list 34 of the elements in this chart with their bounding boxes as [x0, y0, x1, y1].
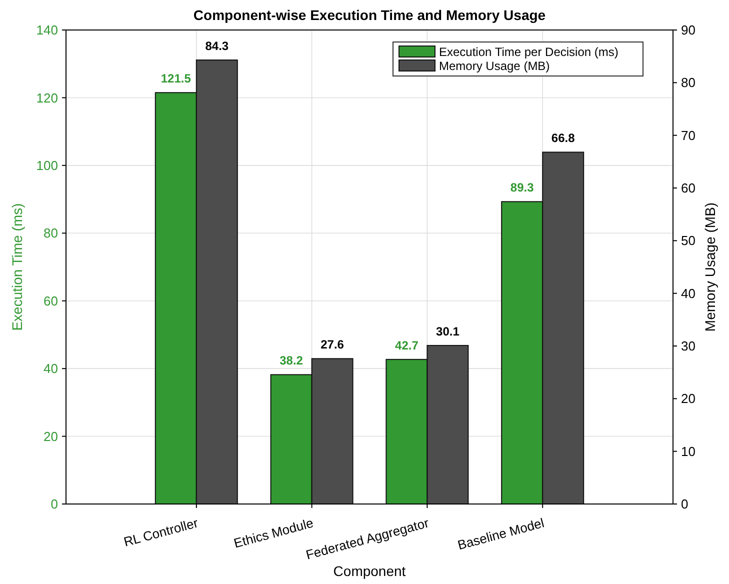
x-tick-label: Baseline Model [456, 515, 546, 553]
data-label: 30.1 [436, 324, 460, 338]
data-label: 84.3 [205, 39, 229, 54]
data-label: 42.7 [395, 338, 419, 352]
data-label: 27.6 [320, 338, 344, 352]
legend-label: Memory Usage (MB) [439, 59, 550, 74]
legend-label: Execution Time per Decision (ms) [439, 45, 618, 60]
y-tick-label: 40 [44, 361, 58, 376]
y-tick-label: 0 [50, 496, 58, 512]
y2-tick-label: 20 [681, 391, 696, 406]
y2-axis-title: Memory Usage (MB) [702, 202, 718, 332]
y2-tick-label: 80 [681, 75, 696, 90]
y2-tick-label: 40 [681, 286, 696, 301]
y2-tick-label: 90 [681, 22, 696, 38]
chart-title: Component-wise Execution Time and Memory Usage [193, 7, 546, 23]
y2-tick-label: 70 [681, 128, 696, 143]
data-label: 89.3 [510, 180, 534, 195]
y-tick-label: 80 [44, 226, 58, 241]
data-label: 66.8 [551, 131, 576, 146]
x-tick-label: RL Controller [122, 515, 200, 550]
y2-tick-label: 50 [681, 233, 696, 248]
y-tick-label: 100 [36, 158, 58, 173]
y2-tick-label: 30 [681, 338, 696, 354]
y2-tick-label: 0 [681, 496, 688, 512]
x-axis-title: Component [333, 563, 406, 579]
y-tick-label: 140 [36, 22, 58, 38]
data-label: 121.5 [160, 72, 192, 86]
y2-tick-label: 60 [681, 180, 696, 196]
y-tick-label: 20 [44, 428, 58, 444]
data-label: 38.2 [280, 354, 304, 368]
y-tick-label: 60 [44, 293, 58, 308]
y-axis-title: Execution Time (ms) [9, 203, 25, 331]
y2-tick-label: 10 [681, 444, 696, 459]
y-tick-label: 120 [36, 90, 58, 106]
